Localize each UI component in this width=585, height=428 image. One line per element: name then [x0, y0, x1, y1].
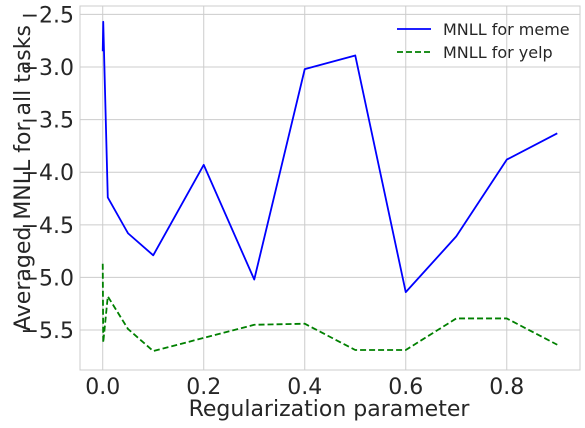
legend-entry-meme: MNLL for meme: [397, 20, 570, 39]
plot-frame: [79, 5, 581, 371]
x-tick-label: 0.4: [287, 375, 322, 400]
y-tick-label: −5.5: [21, 319, 74, 344]
legend-label-meme: MNLL for meme: [443, 20, 570, 39]
legend-label-yelp: MNLL for yelp: [443, 43, 553, 62]
y-tick-label: −2.5: [21, 3, 74, 28]
y-tick-label: −5.0: [21, 266, 74, 291]
series-layer: [101, 20, 558, 352]
series-line-yelp: [101, 263, 558, 352]
x-tick-label: 0.0: [85, 375, 120, 400]
y-tick-label: −3.0: [21, 56, 74, 81]
x-tick-label: 0.6: [388, 375, 423, 400]
y-tick-label: −3.5: [21, 109, 74, 134]
x-axis-label: Regularization parameter: [189, 397, 471, 422]
x-tick-label: 0.8: [489, 375, 524, 400]
legend-entry-yelp: MNLL for yelp: [397, 43, 553, 62]
grid: [80, 6, 580, 370]
x-tick-label: 0.2: [186, 375, 221, 400]
y-tick-label: −4.5: [21, 214, 74, 239]
legend: MNLL for meme MNLL for yelp: [397, 20, 570, 62]
series-line-meme: [101, 20, 558, 294]
tick-labels: 0.0 0.2 0.4 0.6 0.8 −2.5 −3.0 −3.5 −4.0 −4.5 −5.0 −…: [21, 3, 525, 400]
y-axis-label: Averaged MNLL for all tasks: [11, 25, 36, 331]
y-tick-label: −4.0: [21, 161, 74, 186]
